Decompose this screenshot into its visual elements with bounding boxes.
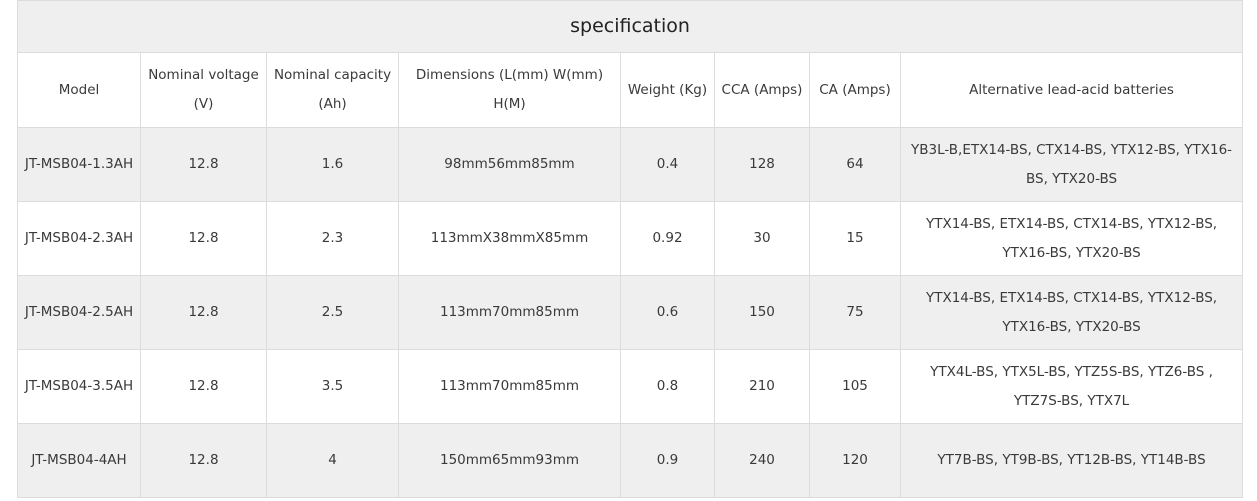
specification-table: specification Model Nominal voltage (V) No… [16, 0, 1244, 498]
table-cell: 12.8 [140, 127, 267, 202]
table-cell: 0.9 [620, 423, 715, 498]
column-header: CCA (Amps) [714, 52, 810, 128]
column-header: Nominal capacity (Ah) [266, 52, 399, 128]
table-cell: 150mm65mm93mm [398, 423, 621, 498]
table-row: JT-MSB04-1.3AH 12.8 1.6 98mm56mm85mm 0.4 128 6… [17, 127, 1244, 202]
table-cell: 12.8 [140, 423, 267, 498]
table-cell: 64 [809, 127, 901, 202]
table-cell: YTX14-BS, ETX14-BS, CTX14-BS, YTX12-BS, … [899, 275, 1244, 350]
table-cell: 0.8 [620, 349, 715, 424]
table-row: JT-MSB04-3.5AH 12.8 3.5 113mm70mm85mm 0.8 210… [17, 349, 1244, 424]
table-cell: 105 [809, 349, 901, 424]
table-cell: 12.8 [140, 275, 267, 350]
table-cell: 0.92 [620, 201, 715, 276]
table-cell: 1.6 [266, 127, 399, 202]
table-cell: 120 [809, 423, 901, 498]
table-cell: JT-MSB04-1.3AH [17, 127, 141, 202]
column-header: Dimensions (L(mm) W(mm) H(M) [398, 52, 621, 128]
column-header: Model [17, 52, 141, 128]
table-cell: JT-MSB04-3.5AH [17, 349, 141, 424]
table-cell: YTX14-BS, ETX14-BS, CTX14-BS, YTX12-BS, … [899, 201, 1244, 276]
table-cell: 30 [714, 201, 810, 276]
table-cell: YTX4L-BS, YTX5L-BS, YTZ5S-BS, YTZ6-BS , … [899, 349, 1244, 424]
table-cell: 210 [714, 349, 810, 424]
table-cell: 0.4 [620, 127, 715, 202]
table-cell: 240 [714, 423, 810, 498]
table-cell: 2.3 [266, 201, 399, 276]
column-header: Nominal voltage (V) [140, 52, 267, 128]
table-cell: 113mm70mm85mm [398, 349, 621, 424]
table-cell: JT-MSB04-4AH [17, 423, 141, 498]
table-cell: 12.8 [140, 349, 267, 424]
table-cell: 75 [809, 275, 901, 350]
table-cell: 150 [714, 275, 810, 350]
table-cell: JT-MSB04-2.5AH [17, 275, 141, 350]
column-header: CA (Amps) [809, 52, 901, 128]
table-cell: 3.5 [266, 349, 399, 424]
table-cell: 4 [266, 423, 399, 498]
table-cell: 98mm56mm85mm [398, 127, 621, 202]
table-cell: 128 [714, 127, 810, 202]
table-row: JT-MSB04-2.3AH 12.8 2.3 113mmX38mmX85mm 0.92… [17, 201, 1244, 276]
table-cell: 113mm70mm85mm [398, 275, 621, 350]
table-cell: YT7B-BS, YT9B-BS, YT12B-BS, YT14B-BS [899, 423, 1244, 498]
table-cell: 113mmX38mmX85mm [398, 201, 621, 276]
column-header: Alternative lead-acid batteries [899, 52, 1244, 128]
table-row: JT-MSB04-4AH 12.8 4 150mm65mm93mm 0.9 240 120 Y… [17, 423, 1244, 498]
table-cell: 0.6 [620, 275, 715, 350]
table-cell: YB3L-B,ETX14-BS, CTX14-BS, YTX12-BS, YTX… [899, 127, 1244, 202]
column-header: Weight (Kg) [620, 52, 715, 128]
header-row: Model Nominal voltage (V) Nominal capacity… [17, 52, 1244, 128]
table-cell: 2.5 [266, 275, 399, 350]
table-title: specification [16, 0, 1244, 53]
table-cell: 15 [809, 201, 901, 276]
table-row: JT-MSB04-2.5AH 12.8 2.5 113mm70mm85mm 0.6 150… [17, 275, 1244, 350]
table-cell: 12.8 [140, 201, 267, 276]
table-cell: JT-MSB04-2.3AH [17, 201, 141, 276]
